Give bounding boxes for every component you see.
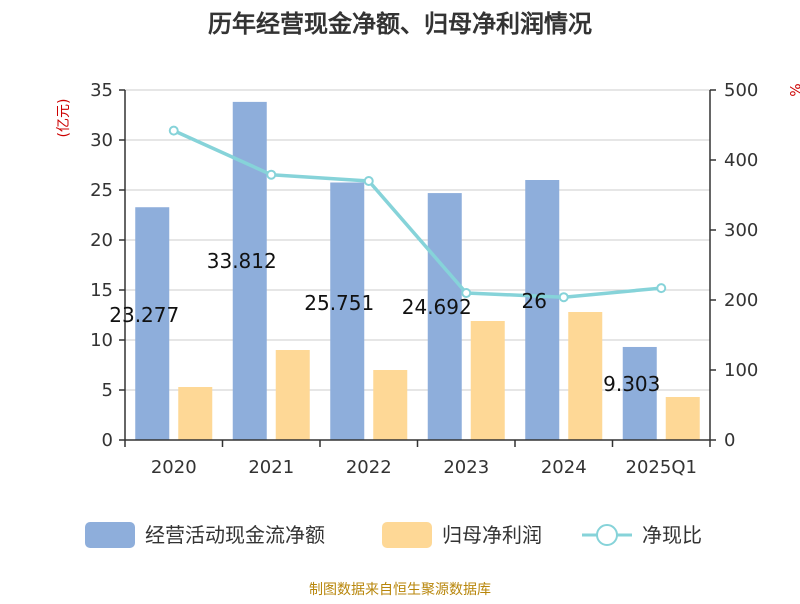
axes-layer: 0 5 10 15 20 25 30 35 0 100 200 300 400 500 2020 2021 20… xyxy=(90,80,758,478)
legend-label-net-profit: 归母净利润 xyxy=(442,523,542,547)
left-tick-label: 15 xyxy=(90,280,113,301)
data-label-cash-flow: 9.303 xyxy=(603,372,660,396)
legend-swatch-cash-flow xyxy=(85,522,135,548)
right-tick-label: 0 xyxy=(724,430,735,451)
grid-layer xyxy=(125,89,710,391)
line-layer xyxy=(168,125,667,303)
x-tick-label: 2023 xyxy=(443,457,489,478)
legend-swatch-net-profit xyxy=(382,522,432,548)
left-axis-unit: (亿元) xyxy=(56,99,72,138)
source-note: 制图数据来自恒生聚源数据库 xyxy=(309,582,491,598)
left-tick-label: 5 xyxy=(102,380,113,401)
point-net-cash-ratio xyxy=(656,283,667,294)
data-label-cash-flow: 33.812 xyxy=(207,249,277,273)
bar-net-profit xyxy=(568,312,603,440)
x-tick-label: 2020 xyxy=(151,457,197,478)
bar-operating-cash-flow xyxy=(427,193,462,440)
right-tick-label: 200 xyxy=(724,290,758,311)
data-label-cash-flow: 26 xyxy=(522,289,547,313)
point-net-cash-ratio xyxy=(461,288,472,298)
right-tick-label: 400 xyxy=(724,150,758,171)
data-label-cash-flow: 23.277 xyxy=(109,303,179,327)
bar-operating-cash-flow xyxy=(330,182,365,441)
legend-label-cash-flow: 经营活动现金流净额 xyxy=(145,523,325,547)
bars-layer xyxy=(135,101,700,441)
point-net-cash-ratio xyxy=(168,125,179,136)
legend-label-net-cash-ratio: 净现比 xyxy=(642,523,702,547)
left-tick-label: 30 xyxy=(90,130,113,151)
bar-net-profit xyxy=(373,370,408,440)
x-tick-label: 2022 xyxy=(346,457,392,478)
line-net-cash-ratio xyxy=(173,129,662,299)
point-net-cash-ratio xyxy=(363,176,374,186)
point-net-cash-ratio xyxy=(266,169,277,180)
legend-marker-net-cash-ratio xyxy=(596,524,618,546)
data-label-cash-flow: 24.692 xyxy=(402,295,472,319)
bar-net-profit xyxy=(275,350,310,440)
left-tick-label: 0 xyxy=(102,430,113,451)
bar-net-profit xyxy=(665,397,700,440)
bar-operating-cash-flow xyxy=(622,346,657,440)
bar-operating-cash-flow xyxy=(135,207,170,440)
right-tick-label: 500 xyxy=(724,80,758,101)
right-tick-label: 100 xyxy=(724,360,758,381)
chart-title: 历年经营现金净额、归母净利润情况 xyxy=(208,10,592,38)
left-tick-label: 25 xyxy=(90,180,113,201)
right-axis-unit: % xyxy=(786,83,800,96)
bar-net-profit xyxy=(178,387,213,440)
legend: 经营活动现金流净额 归母净利润 净现比 xyxy=(85,522,702,548)
right-tick-label: 300 xyxy=(724,220,758,241)
left-tick-label: 10 xyxy=(90,330,113,351)
left-tick-label: 35 xyxy=(90,80,113,101)
x-tick-label: 2021 xyxy=(248,457,294,478)
bar-operating-cash-flow xyxy=(525,180,560,440)
labels-layer: 23.277 33.812 25.751 24.692 26 9.303 xyxy=(109,249,660,396)
bar-net-profit xyxy=(470,321,505,440)
left-tick-label: 20 xyxy=(90,230,113,251)
x-tick-label: 2025Q1 xyxy=(626,457,697,478)
point-net-cash-ratio xyxy=(558,292,569,303)
data-label-cash-flow: 25.751 xyxy=(304,291,374,315)
x-tick-label: 2024 xyxy=(541,457,587,478)
